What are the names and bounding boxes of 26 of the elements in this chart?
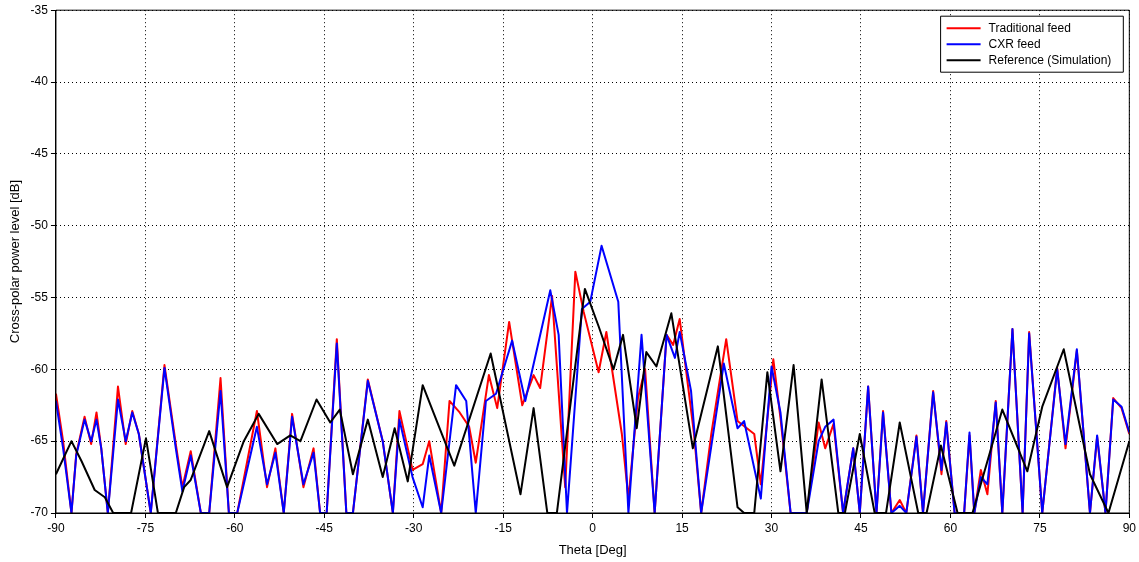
x-tick-label: 90 <box>1122 520 1137 535</box>
x-tick-label: -60 <box>226 520 244 535</box>
legend-label: Traditional feed <box>988 20 1071 35</box>
x-tick-label: 75 <box>1033 520 1047 535</box>
x-tick-label: 45 <box>854 520 868 535</box>
x-axis-title: Theta [Deg] <box>558 541 627 557</box>
y-axis-title: Cross-polar power level [dB] <box>7 179 23 344</box>
x-tick-label: -90 <box>47 520 65 535</box>
y-tick-label: -45 <box>30 146 49 161</box>
y-tick-label: -65 <box>30 433 49 448</box>
x-tick-label: 30 <box>764 520 779 535</box>
x-tick-label: -30 <box>405 520 423 535</box>
y-tick-label: -55 <box>30 289 49 304</box>
y-tick-label: -60 <box>30 361 49 376</box>
x-tick-label: 60 <box>943 520 958 535</box>
x-tick-label: 0 <box>589 520 597 535</box>
legend-label: CXR feed <box>988 36 1041 51</box>
x-tick-label: -75 <box>136 520 155 535</box>
x-tick-label: -15 <box>494 520 513 535</box>
y-tick-label: -50 <box>30 218 49 232</box>
legend-label: Reference (Simulation) <box>988 52 1112 67</box>
y-tick-label: -35 <box>30 2 49 17</box>
x-tick-label: -45 <box>315 520 334 535</box>
y-tick-label: -40 <box>30 74 49 89</box>
y-tick-label: -70 <box>30 505 49 520</box>
x-tick-label: 15 <box>675 520 690 535</box>
